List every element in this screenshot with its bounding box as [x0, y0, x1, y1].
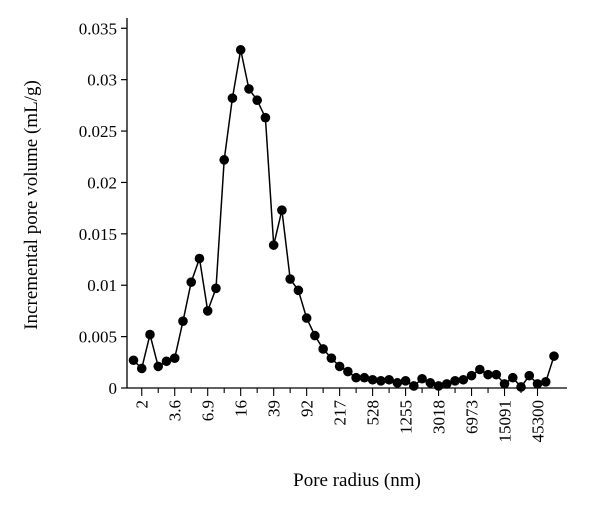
series-line	[132, 49, 555, 389]
data-point	[351, 372, 361, 383]
data-point	[549, 351, 559, 361]
y-axis-ticks: 0 0.005 0.01 0.015 0.02 0.025 0.03 0.035	[79, 19, 127, 398]
data-series	[128, 45, 559, 392]
data-point	[293, 285, 304, 296]
y-tick-label: 0.005	[79, 328, 117, 347]
data-point	[194, 253, 205, 264]
data-point	[417, 373, 427, 384]
data-point	[499, 379, 510, 389]
x-tick-label: 2	[133, 400, 152, 409]
data-point	[277, 205, 287, 215]
data-point	[524, 370, 535, 381]
x-axis-ticks: 2 3.6 6.9 16 39 92 217 528 1255 3018 6973 15091 4530…	[133, 388, 548, 443]
data-point	[235, 45, 246, 55]
data-point	[442, 379, 452, 389]
data-point	[136, 363, 147, 374]
data-point	[252, 95, 262, 106]
x-tick-label: 45300	[529, 400, 548, 443]
data-point	[532, 379, 543, 389]
y-tick-label: 0.025	[79, 122, 117, 141]
y-tick-label: 0.035	[79, 19, 117, 38]
data-point	[384, 374, 394, 385]
data-point	[507, 372, 518, 383]
x-tick-label: 6.9	[199, 400, 218, 421]
data-point	[318, 344, 328, 354]
data-point	[178, 316, 188, 326]
data-point	[409, 381, 419, 391]
data-point	[301, 313, 312, 323]
data-point	[516, 382, 526, 392]
data-point	[450, 376, 460, 386]
x-tick-label: 16	[232, 400, 251, 417]
x-tick-label: 217	[331, 400, 350, 426]
data-point	[211, 283, 221, 294]
x-axis-title: Pore radius (nm)	[293, 470, 421, 491]
data-point	[128, 355, 139, 366]
data-point	[466, 370, 477, 381]
x-tick-label: 39	[265, 400, 284, 417]
data-point	[145, 329, 155, 340]
data-point	[153, 361, 164, 372]
data-point	[334, 361, 345, 372]
data-point	[540, 377, 551, 387]
data-point	[227, 93, 238, 103]
data-point	[491, 369, 502, 380]
data-point	[425, 378, 436, 388]
data-point	[483, 369, 493, 380]
data-point	[161, 356, 172, 367]
y-tick-label: 0.02	[87, 173, 117, 192]
data-point	[392, 378, 403, 388]
data-point	[186, 277, 197, 287]
y-tick-label: 0	[109, 379, 118, 398]
data-point	[260, 112, 271, 123]
data-point	[400, 376, 411, 386]
y-tick-label: 0.015	[79, 225, 117, 244]
data-point	[433, 381, 444, 391]
data-point	[343, 366, 353, 377]
x-tick-label: 92	[298, 400, 317, 417]
x-tick-label: 6973	[463, 400, 482, 434]
x-tick-label: 1255	[397, 400, 416, 434]
data-point	[359, 372, 370, 383]
y-tick-label: 0.03	[87, 71, 117, 90]
x-tick-label: 3.6	[166, 400, 185, 421]
data-point	[367, 374, 378, 385]
data-point	[458, 374, 469, 385]
data-point	[285, 274, 295, 284]
data-point	[169, 353, 180, 363]
data-point	[376, 376, 386, 386]
data-point	[474, 364, 485, 375]
y-tick-label: 0.01	[87, 276, 117, 295]
data-point	[310, 330, 320, 341]
data-point	[268, 240, 279, 250]
chart-axes	[126, 18, 567, 389]
data-point	[244, 84, 254, 94]
x-tick-label: 3018	[430, 400, 449, 434]
x-tick-label: 15091	[496, 400, 515, 443]
y-axis-title: Incremental pore volume (mL/g)	[21, 80, 42, 330]
data-point	[219, 155, 229, 165]
data-point	[202, 306, 213, 316]
x-tick-label: 528	[364, 400, 383, 426]
data-point	[326, 353, 337, 363]
